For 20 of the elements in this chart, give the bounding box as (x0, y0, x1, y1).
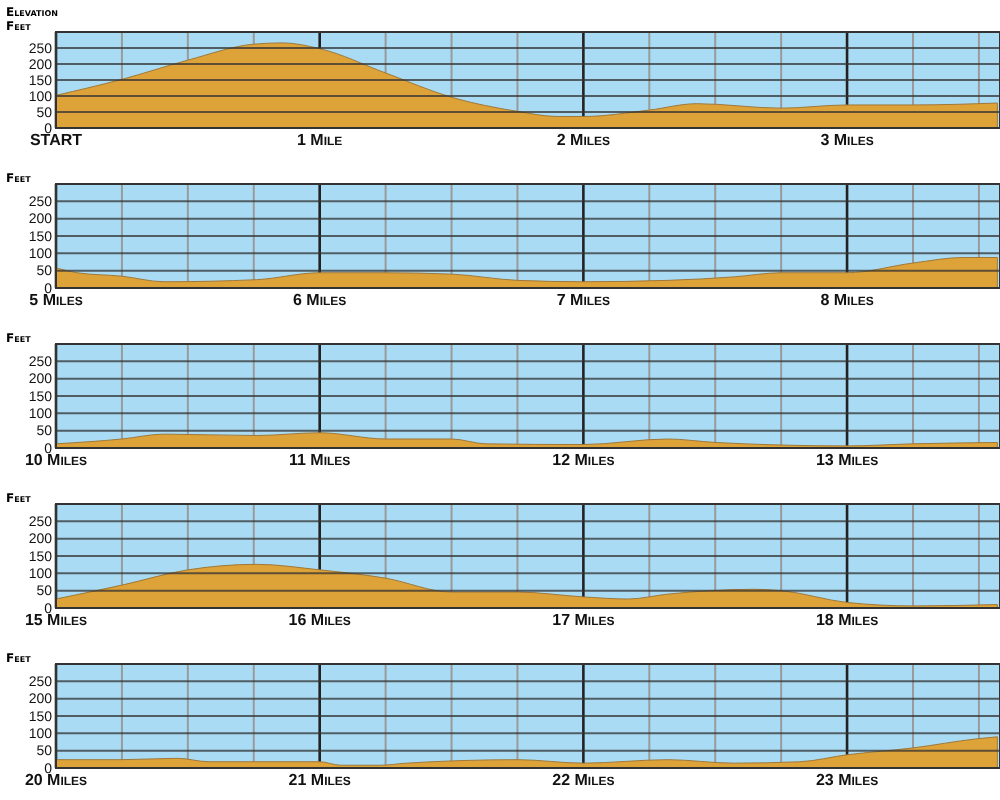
x-tick-label: 16 Miles (288, 611, 351, 630)
x-tick-label: 3 Miles (820, 131, 874, 150)
x-tick-label: 5 Miles (29, 291, 83, 310)
x-tick-label: 7 Miles (556, 291, 611, 310)
x-tick-label: 17 Miles (552, 611, 615, 630)
x-tick-label: 21 Miles (288, 771, 351, 790)
x-tick-label: 11 Miles (289, 451, 351, 470)
x-tick-label: 6 Miles (293, 291, 347, 310)
x-tick-label: 23 Miles (815, 771, 879, 790)
x-tick-label: 2 Miles (556, 131, 611, 150)
x-tick-label: 8 Miles (820, 291, 874, 310)
x-tick-label: START (29, 131, 83, 150)
x-tick-label: 1 Mile (297, 131, 343, 150)
x-tick-label: 18 Miles (815, 611, 879, 630)
x-tick-label: 10 Miles (24, 451, 88, 470)
x-tick-label: 22 Miles (552, 771, 615, 790)
x-tick-label: 15 Miles (24, 611, 88, 630)
x-tick-label: 20 Miles (24, 771, 88, 790)
x-tick-label: 13 Miles (815, 451, 879, 470)
x-tick-label: 12 Miles (552, 451, 615, 470)
